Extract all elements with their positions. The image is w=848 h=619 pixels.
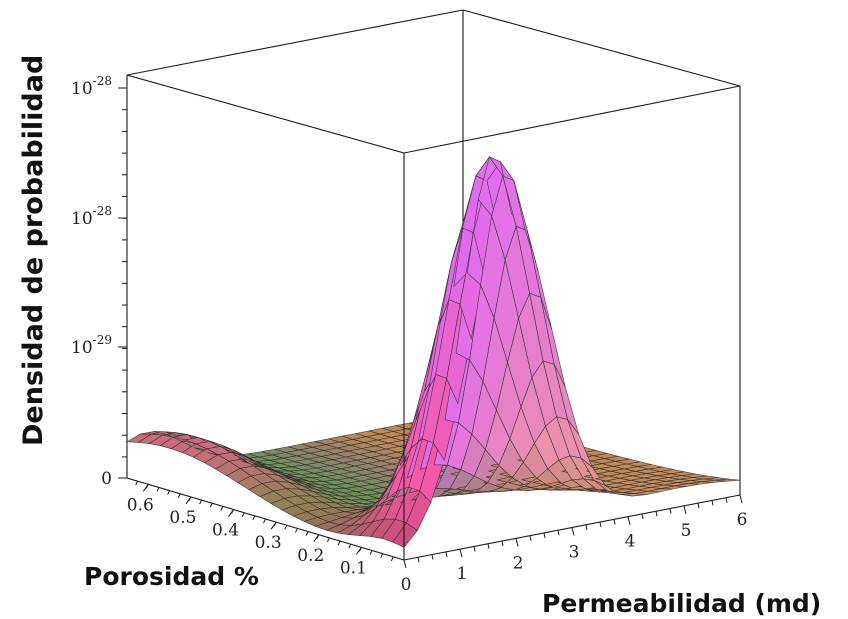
y-minor-tick <box>273 521 277 527</box>
y-minor-tick <box>263 518 266 524</box>
x-minor-tick <box>641 513 644 520</box>
y-tick-label: 0.3 <box>255 533 282 553</box>
x-minor-tick <box>711 500 714 506</box>
y-minor-tick <box>135 480 139 486</box>
box-edge <box>126 9 464 76</box>
y-minor-tick <box>156 487 160 492</box>
surface-patch <box>715 478 741 482</box>
x-minor-tick <box>473 546 476 552</box>
x-tick-mark <box>515 538 519 547</box>
y-minor-tick <box>295 528 298 533</box>
y-tick-label: 0.5 <box>169 508 196 528</box>
y-minor-tick <box>326 537 330 543</box>
y-minor-tick <box>209 503 213 508</box>
x-minor-tick <box>655 511 658 517</box>
z-axis-title: Densidad de probabilidad <box>18 55 49 446</box>
y-minor-tick <box>390 556 394 562</box>
z-tick-label: 0 <box>101 469 112 489</box>
box-edge <box>462 9 741 87</box>
x-minor-tick <box>585 524 588 530</box>
y-tick-label: 0.2 <box>297 546 324 566</box>
axes: 0 1 2 3 4 5 6 0.1 0.2 0.3 0.4 0.5 0.6 10-28 10-28 10-29… <box>71 74 747 595</box>
y-tick-label: 0.6 <box>127 495 154 515</box>
x-tick-label: 4 <box>625 532 636 552</box>
x-tick-label: 1 <box>457 564 468 584</box>
y-minor-tick <box>188 496 192 502</box>
x-tick-label: 3 <box>569 543 580 563</box>
x-tick-label: 5 <box>681 521 692 541</box>
y-minor-tick <box>252 515 256 521</box>
y-minor-tick <box>177 493 181 498</box>
z-tick-label: 10-28 <box>71 204 112 229</box>
x-minor-tick <box>613 519 616 525</box>
x-minor-tick <box>599 521 602 528</box>
plot-box <box>126 9 741 495</box>
x-tick-mark <box>571 527 575 536</box>
x-tick-mark <box>683 505 687 514</box>
y-minor-tick <box>231 509 234 514</box>
x-minor-tick <box>501 540 504 547</box>
x-tick-label: 0 <box>401 575 412 595</box>
y-minor-tick <box>145 484 149 489</box>
x-minor-tick <box>487 543 490 549</box>
x-minor-tick <box>417 557 420 563</box>
x-tick-mark <box>403 559 407 569</box>
x-tick-label: 2 <box>513 553 524 573</box>
box-edge <box>403 85 741 154</box>
probability-surface <box>125 156 741 548</box>
y-minor-tick <box>220 506 224 511</box>
y-minor-tick <box>305 531 309 536</box>
x-tick-label: 6 <box>737 510 748 530</box>
y-minor-tick <box>199 499 203 505</box>
y-axis-title: Porosidad % <box>84 562 259 591</box>
y-minor-tick <box>358 547 362 552</box>
x-tick-mark <box>459 549 463 558</box>
z-tick-label: 10-28 <box>71 74 112 99</box>
x-minor-tick <box>557 530 560 536</box>
y-tick-label: 0.4 <box>212 521 239 541</box>
x-minor-tick <box>445 551 448 557</box>
y-minor-tick <box>337 540 341 546</box>
x-minor-tick <box>543 532 546 539</box>
y-minor-tick <box>348 544 352 549</box>
box-edge <box>126 74 405 154</box>
y-minor-tick <box>284 525 288 530</box>
y-tick-label: 0.1 <box>340 558 367 578</box>
x-minor-tick <box>669 508 672 514</box>
x-axis-title: Permeabilidad (md) <box>542 589 821 618</box>
z-tick-label: 10-29 <box>71 333 112 358</box>
y-minor-tick <box>380 553 384 558</box>
y-minor-tick <box>369 550 373 555</box>
x-minor-tick <box>431 554 434 560</box>
y-minor-tick <box>316 534 320 539</box>
x-minor-tick <box>725 497 728 503</box>
x-minor-tick <box>529 535 532 541</box>
x-minor-tick <box>697 503 700 509</box>
x-tick-mark <box>627 516 631 525</box>
y-minor-tick <box>241 512 245 517</box>
x-tick-mark <box>739 494 743 504</box>
y-minor-tick <box>167 490 171 495</box>
